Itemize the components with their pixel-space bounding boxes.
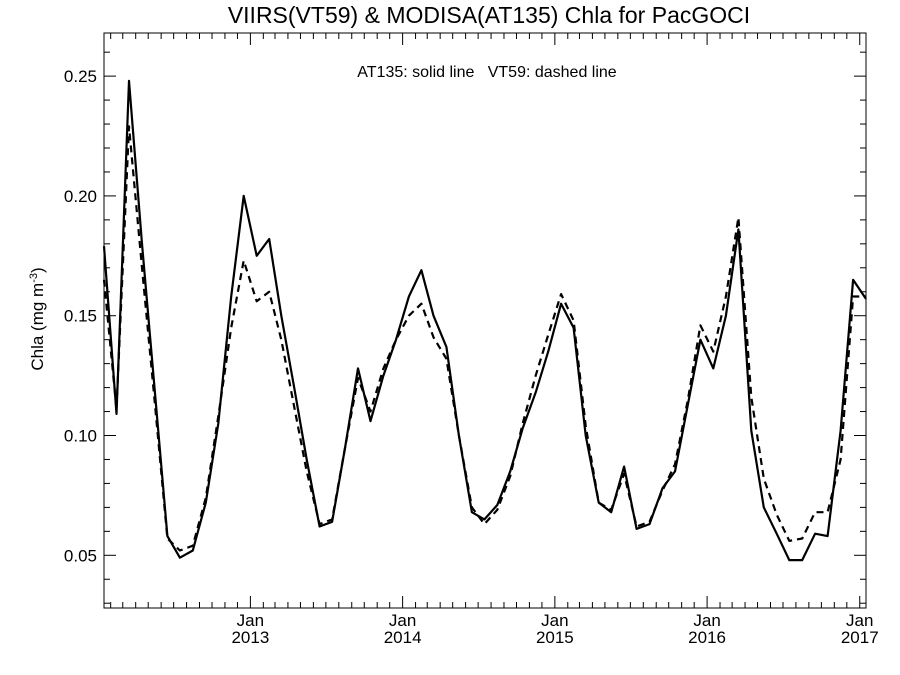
axis-tick-labels: 0.050.100.150.200.25Jan2013Jan2014Jan201… bbox=[64, 67, 879, 647]
series-lines bbox=[102, 79, 867, 562]
x-tick-label-year: 2014 bbox=[384, 628, 422, 647]
y-tick-label: 0.05 bbox=[64, 546, 97, 565]
y-axis-label-exponent: -3 bbox=[28, 273, 40, 283]
chart-title: VIIRS(VT59) & MODISA(AT135) Chla for Pac… bbox=[228, 2, 750, 28]
series-style-annotation: AT135: solid line VT59: dashed line bbox=[357, 64, 617, 81]
plot-frame bbox=[103, 32, 867, 609]
x-tick-label-month: Jan bbox=[389, 611, 416, 630]
axis-ticks bbox=[104, 33, 866, 608]
y-axis-label-close: ) bbox=[28, 267, 47, 273]
y-axis-label-main: Chla (mg m bbox=[28, 283, 47, 371]
x-tick-label-month: Jan bbox=[237, 611, 264, 630]
x-tick-label-year: 2016 bbox=[688, 628, 726, 647]
x-tick-label-year: 2017 bbox=[841, 628, 879, 647]
x-tick-label-month: Jan bbox=[693, 611, 720, 630]
y-tick-label: 0.15 bbox=[64, 307, 97, 326]
x-tick-label-month: Jan bbox=[846, 611, 873, 630]
y-axis-label: Chla (mg m-3) bbox=[28, 267, 47, 370]
y-tick-label: 0.10 bbox=[64, 427, 97, 446]
series-line-vt59 bbox=[102, 125, 866, 552]
x-tick-label-year: 2015 bbox=[536, 628, 574, 647]
x-tick-label-month: Jan bbox=[541, 611, 568, 630]
y-tick-label: 0.25 bbox=[64, 67, 97, 86]
y-tick-label: 0.20 bbox=[64, 187, 97, 206]
x-tick-label-year: 2013 bbox=[231, 628, 269, 647]
series-line-at135 bbox=[102, 79, 867, 562]
